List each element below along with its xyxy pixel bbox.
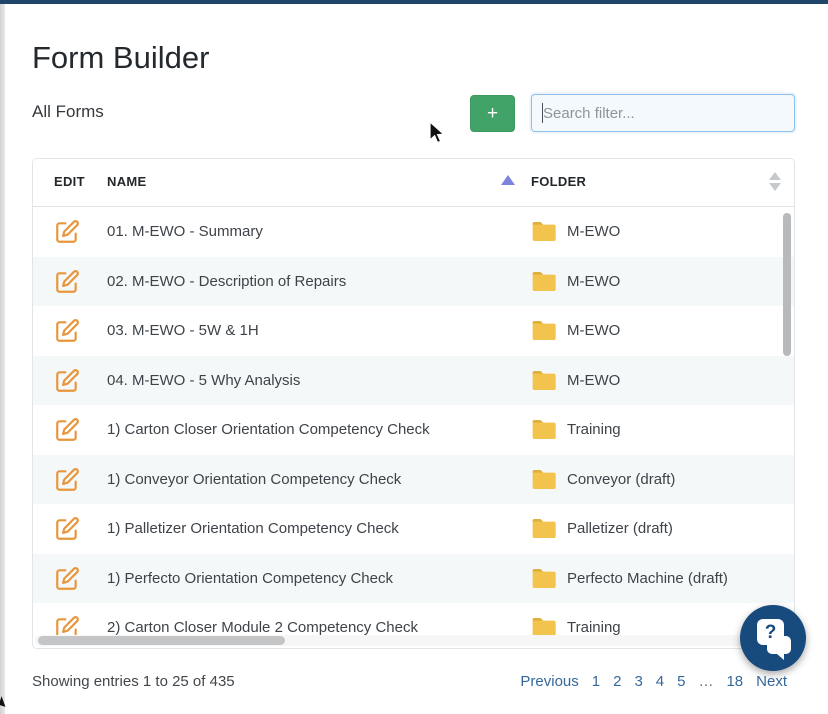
folder-cell: M-EWO <box>531 319 620 342</box>
help-chat-icon: ? <box>757 619 791 660</box>
page-title: Form Builder <box>32 40 210 75</box>
top-accent-bar <box>0 0 828 4</box>
folder-icon <box>532 320 556 341</box>
search-filter-wrap <box>531 94 795 132</box>
folder-icon <box>532 221 556 242</box>
edit-pencil-icon <box>56 319 79 342</box>
edit-form-button[interactable] <box>54 368 80 394</box>
forms-table: EDIT NAME FOLDER 01. M-EWO - Summary M-E… <box>32 158 795 649</box>
folder-icon <box>532 419 556 440</box>
folder-cell: Palletizer (draft) <box>531 517 673 540</box>
pagination-next[interactable]: Next <box>756 673 787 690</box>
pagination-ellipsis: … <box>698 673 714 690</box>
folder-icon <box>532 271 556 291</box>
entries-summary: Showing entries 1 to 25 of 435 <box>32 673 235 690</box>
form-name: 1) Conveyor Orientation Competency Check <box>107 470 402 488</box>
folder-icon <box>532 370 556 390</box>
folder-name: Palletizer (draft) <box>567 520 673 537</box>
edit-form-button[interactable] <box>54 219 80 245</box>
table-row: 1) Conveyor Orientation Competency Check… <box>33 454 794 504</box>
table-body: 01. M-EWO - Summary M-EWO 02. M-EWO - De… <box>33 207 794 648</box>
folder-cell: Conveyor (draft) <box>531 468 675 491</box>
folder-cell: M-EWO <box>531 220 620 243</box>
svg-text:?: ? <box>765 622 777 643</box>
pagination-page[interactable]: 3 <box>634 673 643 690</box>
edit-form-button[interactable] <box>54 566 80 592</box>
text-caret <box>542 103 543 123</box>
table-row: 04. M-EWO - 5 Why Analysis M-EWO <box>33 355 794 405</box>
column-header-name[interactable]: NAME <box>107 174 147 189</box>
folder-cell: Training <box>531 418 621 441</box>
form-name: 02. M-EWO - Description of Repairs <box>107 272 347 290</box>
sort-up-arrow-icon <box>769 172 781 180</box>
mouse-cursor <box>429 121 446 144</box>
pagination-page[interactable]: 1 <box>591 673 601 690</box>
edit-form-button[interactable] <box>54 516 80 542</box>
folder-cell: M-EWO <box>531 270 620 293</box>
table-row: 03. M-EWO - 5W & 1H M-EWO <box>33 306 794 356</box>
folder-icon <box>532 568 556 588</box>
folder-name: M-EWO <box>567 322 621 339</box>
edit-form-button[interactable] <box>54 269 80 295</box>
folder-name: M-EWO <box>567 272 621 290</box>
table-row: 02. M-EWO - Description of Repairs M-EWO <box>33 256 794 306</box>
horizontal-scrollbar-thumb[interactable] <box>38 636 285 645</box>
edit-pencil-icon <box>56 566 79 590</box>
pagination-page[interactable]: 2 <box>613 673 622 690</box>
help-chat-button[interactable]: ? <box>740 605 806 671</box>
form-name: 1) Palletizer Orientation Competency Che… <box>107 520 399 537</box>
form-name: 04. M-EWO - 5 Why Analysis <box>107 371 301 389</box>
edit-pencil-icon <box>56 418 79 441</box>
pagination-page[interactable]: 4 <box>655 673 665 690</box>
folder-name: M-EWO <box>567 371 621 389</box>
edit-pencil-icon <box>56 467 79 491</box>
folder-cell: Training <box>531 616 621 639</box>
form-name: 2) Carton Closer Module 2 Competency Che… <box>107 619 418 636</box>
folder-cell: Perfecto Machine (draft) <box>531 567 728 590</box>
form-name: 03. M-EWO - 5W & 1H <box>107 322 259 339</box>
table-header-row: EDIT NAME FOLDER <box>33 159 794 207</box>
edit-pencil-icon <box>56 220 79 243</box>
edit-pencil-icon <box>56 269 79 293</box>
folder-name: Conveyor (draft) <box>567 470 676 488</box>
column-header-edit[interactable]: EDIT <box>54 174 85 189</box>
edit-pencil-icon <box>56 368 79 392</box>
form-name: 1) Perfecto Orientation Competency Check <box>107 569 393 587</box>
folder-icon <box>532 518 556 539</box>
form-name: 01. M-EWO - Summary <box>107 223 263 240</box>
edit-form-button[interactable] <box>54 417 80 443</box>
sort-both-icon[interactable] <box>769 172 781 194</box>
left-edge-strip <box>0 4 5 714</box>
pagination-page[interactable]: 5 <box>677 673 686 690</box>
table-row: 1) Perfecto Orientation Competency Check… <box>33 553 794 603</box>
pagination-page[interactable]: 18 <box>726 673 744 690</box>
table-row: 1) Carton Closer Orientation Competency … <box>33 405 794 455</box>
vertical-scrollbar-thumb[interactable] <box>783 213 791 356</box>
edit-form-button[interactable] <box>54 467 80 493</box>
folder-name: Perfecto Machine (draft) <box>567 569 728 587</box>
search-filter-input[interactable] <box>531 94 795 132</box>
pagination: Previous 1 2 3 4 5 … 18 Next <box>520 673 787 690</box>
add-form-button[interactable]: + <box>470 95 515 132</box>
table-row: 01. M-EWO - Summary M-EWO <box>33 207 794 257</box>
folder-icon <box>532 617 556 638</box>
pagination-previous[interactable]: Previous <box>520 673 579 690</box>
edit-form-button[interactable] <box>54 318 80 344</box>
horizontal-scrollbar-track[interactable] <box>35 635 792 646</box>
folder-name: M-EWO <box>567 223 621 240</box>
folder-icon <box>532 469 556 489</box>
screen-corner-artifact <box>0 696 9 707</box>
table-row: 1) Palletizer Orientation Competency Che… <box>33 504 794 554</box>
edit-pencil-icon <box>56 517 79 540</box>
sort-ascending-icon[interactable] <box>501 175 515 185</box>
form-name: 1) Carton Closer Orientation Competency … <box>107 421 430 438</box>
all-forms-label: All Forms <box>32 102 104 121</box>
column-header-folder[interactable]: FOLDER <box>531 174 587 189</box>
pagination-pages: 1 2 3 4 5 … 18 <box>592 673 743 690</box>
folder-name: Training <box>567 421 621 438</box>
sort-down-arrow-icon <box>769 183 781 191</box>
folder-cell: M-EWO <box>531 369 620 392</box>
folder-name: Training <box>567 619 621 636</box>
